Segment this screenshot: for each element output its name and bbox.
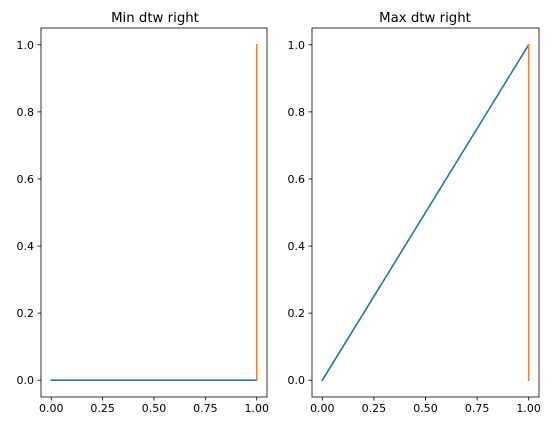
y-tick-label: 0.2 bbox=[17, 307, 35, 320]
axes-frame bbox=[40, 27, 268, 398]
x-tick-label: 0.25 bbox=[90, 402, 115, 415]
subplot-max-dtw-right: Max dtw right 0.00 0.25 0.50 0.75 1.00 0.0 0.2… bbox=[288, 11, 541, 415]
y-tick-label: 1.0 bbox=[17, 39, 35, 52]
x-tick-label: 0.75 bbox=[193, 402, 218, 415]
y-tick-label: 0.2 bbox=[288, 307, 306, 320]
x-tick-label: 0.75 bbox=[465, 402, 490, 415]
x-tick-label: 0.50 bbox=[142, 402, 167, 415]
x-tick-label: 1.00 bbox=[516, 402, 541, 415]
x-tick-label: 0.00 bbox=[39, 402, 64, 415]
y-tick-label: 0.4 bbox=[17, 240, 35, 253]
chart-title: Min dtw right bbox=[111, 11, 199, 26]
subplot-min-dtw-right: Min dtw right 0.00 0.25 0.50 0.75 1.00 0.0 0.2… bbox=[17, 11, 269, 415]
axes-frame bbox=[311, 27, 540, 398]
y-tick-label: 0.8 bbox=[288, 106, 306, 119]
chart-title: Max dtw right bbox=[379, 11, 471, 26]
y-tick-label: 0.8 bbox=[17, 106, 35, 119]
y-tick-label: 0.0 bbox=[17, 374, 35, 387]
y-tick-label: 0.0 bbox=[288, 374, 306, 387]
x-tick-label: 0.50 bbox=[413, 402, 438, 415]
y-tick-label: 0.4 bbox=[288, 240, 306, 253]
y-tick-label: 0.6 bbox=[17, 173, 35, 186]
x-tick-label: 0.25 bbox=[362, 402, 387, 415]
x-tick-label: 0.00 bbox=[310, 402, 335, 415]
y-tick-label: 0.6 bbox=[288, 173, 306, 186]
series-line-1 bbox=[321, 43, 530, 382]
y-tick-label: 1.0 bbox=[288, 39, 306, 52]
x-tick-label: 1.00 bbox=[244, 402, 269, 415]
